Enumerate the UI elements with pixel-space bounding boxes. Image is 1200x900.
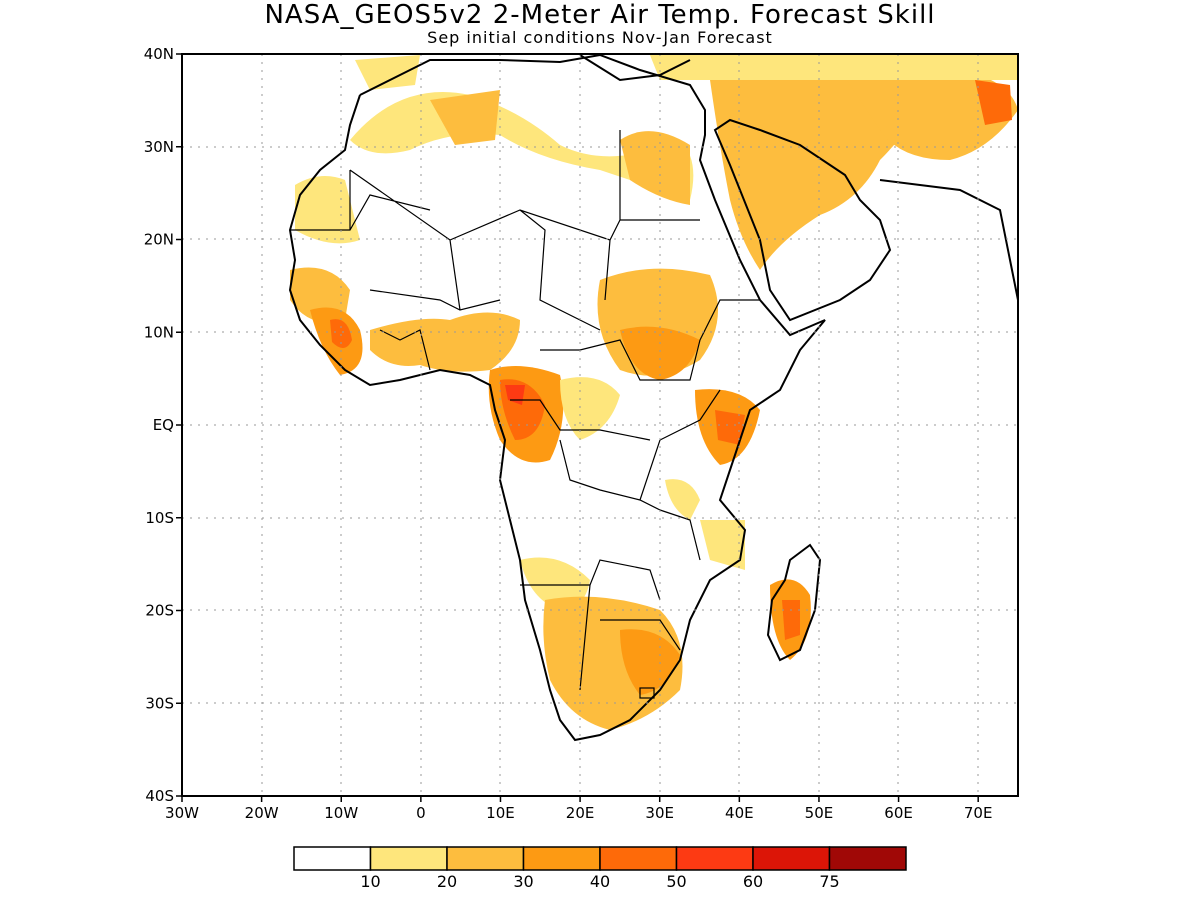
- shade-south-sudan: [620, 326, 700, 380]
- colorbar-swatch: [752, 846, 831, 871]
- map-title: NASA_GEOS5v2 2-Meter Air Temp. Forecast …: [264, 0, 936, 30]
- skill-shading: [290, 55, 1018, 730]
- lat-tick-label: 30N: [144, 138, 174, 156]
- colorbar-label: 60: [743, 872, 763, 891]
- lon-tick-label: 70E: [964, 804, 993, 822]
- lon-tick-label: 20E: [566, 804, 595, 822]
- border-lines: [290, 130, 760, 691]
- lat-tick-label: 10S: [145, 509, 174, 527]
- shade-algeria-coast: [430, 90, 500, 145]
- colorbar-swatch: [293, 846, 372, 871]
- shade-car: [560, 377, 620, 440]
- lat-tick-label: 30S: [145, 694, 174, 712]
- lon-tick-label: 20W: [245, 804, 279, 822]
- shade-namibia: [520, 557, 590, 610]
- shade-morocco: [355, 55, 420, 90]
- arabia-coastline: [713, 118, 892, 322]
- colorbar-swatch: [522, 846, 601, 871]
- coastlines: [288, 54, 1018, 742]
- colorbar-swatch: [446, 846, 525, 871]
- lat-tick-label: 20N: [144, 231, 174, 249]
- africa-coastline: [288, 54, 826, 742]
- colorbar-label: 20: [437, 872, 457, 891]
- colorbar-swatch: [675, 846, 754, 871]
- colorbar-label: 75: [819, 872, 839, 891]
- shade-kenya-core: [715, 410, 745, 445]
- lon-tick-label: 30W: [165, 804, 199, 822]
- shade-north-africa: [350, 92, 694, 200]
- shade-ghana-nigeria: [370, 312, 520, 372]
- shade-madagascar-core: [782, 600, 800, 640]
- colorbar-swatch: [828, 846, 907, 871]
- lon-tick-label: 60E: [884, 804, 913, 822]
- borders: [290, 130, 760, 699]
- colorbar-label: 40: [590, 872, 610, 891]
- lat-tick-label: 40S: [145, 787, 174, 805]
- lat-tick-label: 20S: [145, 602, 174, 620]
- shade-southern-africa: [543, 596, 683, 730]
- europe-coastline: [579, 54, 691, 82]
- colorbar-swatch: [599, 846, 678, 871]
- shade-sierra-leone: [330, 319, 352, 349]
- shade-pakistan: [975, 80, 1012, 125]
- asia-coastline: [879, 179, 1018, 301]
- colorbar-label: 50: [666, 872, 686, 891]
- axes: 30W 20W 10W 0 10E 20E 30E 40E 50E 60E 70E 40N 30N 20N…: [144, 45, 993, 822]
- lat-tick-label: 10N: [144, 323, 174, 341]
- shade-mauritania: [295, 176, 360, 244]
- gridlines: [182, 54, 1018, 796]
- lon-tick-label: 10E: [486, 804, 515, 822]
- lon-tick-label: 0: [416, 804, 426, 822]
- colorbar-label: 10: [360, 872, 380, 891]
- lon-tick-label: 10W: [324, 804, 358, 822]
- map-subtitle: Sep initial conditions Nov-Jan Forecast: [427, 28, 773, 47]
- lon-tick-label: 40E: [725, 804, 754, 822]
- shade-mozambique: [700, 520, 745, 570]
- colorbar: 10 20 30 40 50 60 75: [293, 846, 907, 891]
- madagascar-coastline: [766, 543, 822, 662]
- colorbar-label: 30: [513, 872, 533, 891]
- colorbar-swatch: [369, 846, 448, 871]
- shade-asia-top: [650, 55, 1018, 80]
- shade-iran: [840, 65, 1018, 160]
- lat-tick-label: 40N: [144, 45, 174, 63]
- shade-tanzania-coast: [665, 479, 700, 520]
- lat-tick-label: EQ: [153, 416, 174, 434]
- lon-tick-label: 30E: [645, 804, 674, 822]
- shade-transvaal: [620, 629, 680, 695]
- shade-libya-egypt: [620, 131, 690, 205]
- lon-tick-label: 50E: [805, 804, 834, 822]
